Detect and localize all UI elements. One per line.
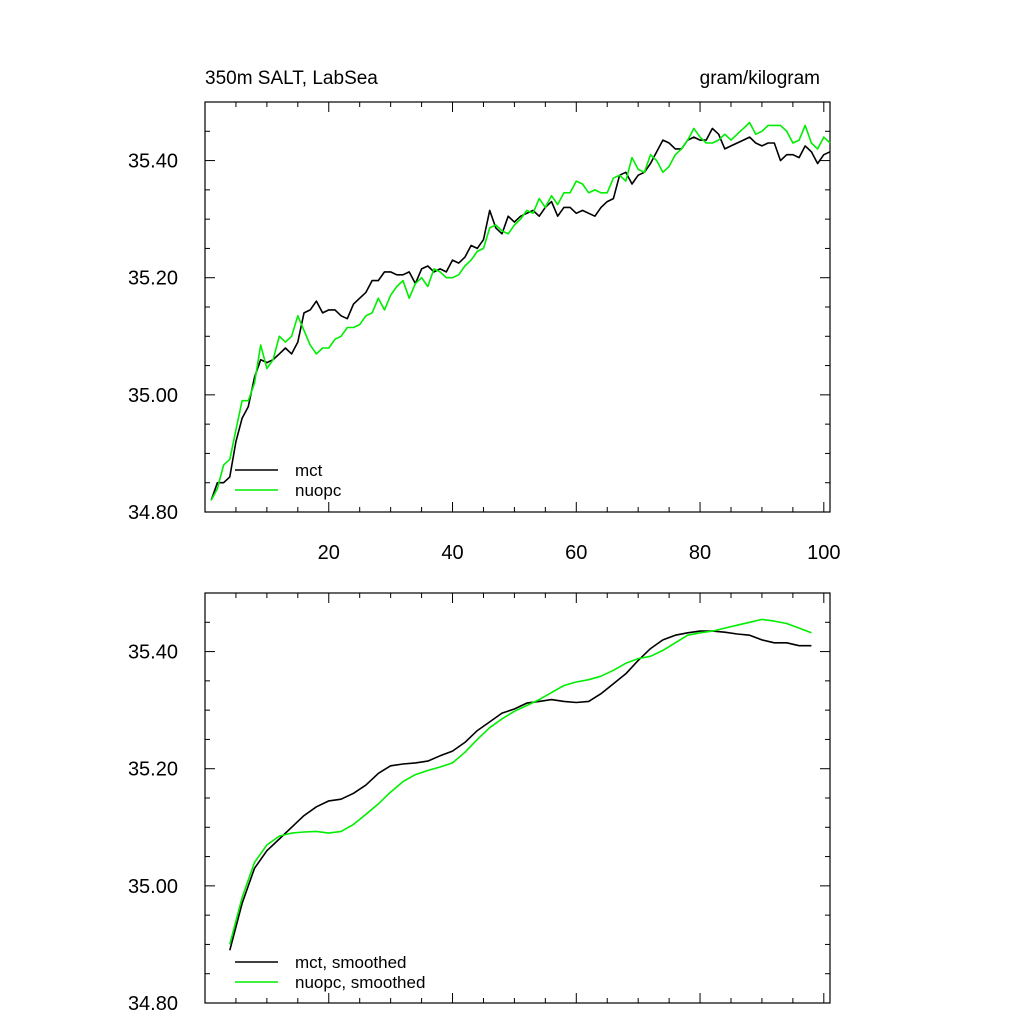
series-line-nuopc — [210, 121, 831, 501]
y-tick-label: 35.20 — [128, 268, 178, 290]
y-tick-label: 35.20 — [128, 759, 178, 781]
legend-label: mct, smoothed — [295, 953, 407, 972]
bottom-panel: 34.80 35.00 35.20 35.40 mct, smoothednuopc, … — [128, 592, 831, 1015]
x-tick-label: 100 — [807, 542, 840, 564]
y-tick-label: 34.80 — [128, 993, 178, 1015]
plot-frame — [204, 592, 831, 1004]
series-line-mct — [210, 127, 831, 501]
chart-title-right: gram/kilogram — [700, 68, 820, 89]
chart-title-left: 350m SALT, LabSea — [205, 68, 378, 89]
y-tick-label: 35.00 — [128, 385, 178, 407]
top-panel: 20 40 60 80 100 34.80 35.00 35.20 35.40 350m SALT… — [128, 68, 841, 564]
y-tick-label: 35.40 — [128, 151, 178, 173]
plot-frame — [204, 101, 831, 513]
legend-label: nuopc — [295, 481, 342, 500]
x-tick-label: 40 — [441, 542, 463, 564]
x-tick-label: 60 — [565, 542, 587, 564]
series-line-nuopc — [229, 618, 812, 945]
x-tick-label: 80 — [689, 542, 711, 564]
x-tick-label: 20 — [318, 542, 340, 564]
y-tick-label: 34.80 — [128, 502, 178, 524]
legend-label: nuopc, smoothed — [295, 973, 425, 992]
series-line-mct — [229, 630, 812, 951]
legend-label: mct — [295, 461, 323, 480]
y-tick-label: 35.40 — [128, 642, 178, 664]
y-tick-label: 35.00 — [128, 876, 178, 898]
